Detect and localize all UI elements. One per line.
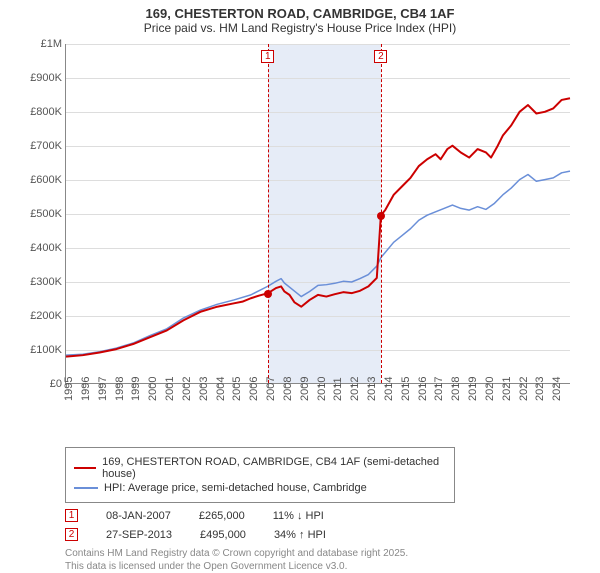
marker-price-2: £495,000 <box>200 529 246 541</box>
attribution-line-1: Contains HM Land Registry data © Crown c… <box>65 547 580 560</box>
x-tick-label: 2011 <box>332 377 344 401</box>
attribution-block: Contains HM Land Registry data © Crown c… <box>65 547 580 573</box>
x-tick-label: 1997 <box>97 377 109 401</box>
marker-row-2: 2 27-SEP-2013 £495,000 34% ↑ HPI <box>65 528 580 541</box>
x-tick-label: 2005 <box>231 377 243 401</box>
x-tick-label: 2000 <box>147 377 159 401</box>
x-tick-label: 2017 <box>433 377 445 401</box>
x-tick-label: 2009 <box>299 377 311 401</box>
x-tick-label: 1999 <box>130 377 142 401</box>
event-marker-badge: 1 <box>261 50 274 63</box>
legend-row-price-paid: 169, CHESTERTON ROAD, CAMBRIDGE, CB4 1AF… <box>74 456 446 480</box>
y-tick-label: £500K <box>20 208 62 220</box>
y-tick-label: £100K <box>20 344 62 356</box>
x-tick-label: 2004 <box>215 377 227 401</box>
chart-title-block: 169, CHESTERTON ROAD, CAMBRIDGE, CB4 1AF… <box>0 0 600 39</box>
x-tick-label: 2012 <box>349 377 361 401</box>
marker-delta-2: 34% ↑ HPI <box>274 529 326 541</box>
x-tick-label: 2022 <box>518 377 530 401</box>
x-tick-label: 2023 <box>534 377 546 401</box>
y-tick-label: £600K <box>20 174 62 186</box>
x-tick-label: 2019 <box>467 377 479 401</box>
y-tick-label: £800K <box>20 106 62 118</box>
x-tick-label: 2021 <box>501 377 513 401</box>
x-tick-label: 2002 <box>181 377 193 401</box>
y-tick-label: £0 <box>20 378 62 390</box>
line-series-svg <box>66 44 570 383</box>
x-tick-label: 2007 <box>265 377 277 401</box>
x-tick-label: 2013 <box>366 377 378 401</box>
attribution-line-2: This data is licensed under the Open Gov… <box>65 560 580 573</box>
x-tick-label: 2014 <box>383 377 395 401</box>
x-tick-label: 2024 <box>551 377 563 401</box>
x-tick-label: 2016 <box>417 377 429 401</box>
marker-delta-1: 11% ↓ HPI <box>273 510 324 522</box>
y-tick-label: £400K <box>20 242 62 254</box>
y-tick-label: £1M <box>20 38 62 50</box>
chart-container: £0 £100K £200K £300K £400K £500K £600K £700K £80… <box>20 39 580 419</box>
title-line-2: Price paid vs. HM Land Registry's House … <box>0 21 600 35</box>
markers-table: 1 08-JAN-2007 £265,000 11% ↓ HPI 2 27-SE… <box>65 509 580 541</box>
x-tick-label: 1998 <box>114 377 126 401</box>
x-tick-label: 2020 <box>484 377 496 401</box>
legend-swatch-price-paid <box>74 467 96 469</box>
x-tick-label: 2015 <box>400 377 412 401</box>
y-tick-label: £900K <box>20 72 62 84</box>
legend-label-price-paid: 169, CHESTERTON ROAD, CAMBRIDGE, CB4 1AF… <box>102 456 446 480</box>
legend-swatch-hpi <box>74 487 98 489</box>
legend-row-hpi: HPI: Average price, semi-detached house,… <box>74 482 446 494</box>
series-price_paid <box>66 98 570 356</box>
y-tick-label: £200K <box>20 310 62 322</box>
legend-label-hpi: HPI: Average price, semi-detached house,… <box>104 482 367 494</box>
event-marker-badge: 2 <box>374 50 387 63</box>
x-tick-label: 2003 <box>198 377 210 401</box>
plot-area: 12 1995199619971998199920002001200220032… <box>65 44 570 384</box>
title-line-1: 169, CHESTERTON ROAD, CAMBRIDGE, CB4 1AF <box>0 6 600 21</box>
x-tick-label: 2018 <box>450 377 462 401</box>
x-tick-label: 1996 <box>80 377 92 401</box>
y-tick-label: £300K <box>20 276 62 288</box>
x-tick-label: 2008 <box>282 377 294 401</box>
x-tick-label: 1995 <box>63 377 75 401</box>
marker-date-2: 27-SEP-2013 <box>106 529 172 541</box>
x-tick-label: 2001 <box>164 377 176 401</box>
marker-badge-1: 1 <box>65 509 78 522</box>
legend-box: 169, CHESTERTON ROAD, CAMBRIDGE, CB4 1AF… <box>65 447 455 503</box>
marker-row-1: 1 08-JAN-2007 £265,000 11% ↓ HPI <box>65 509 580 522</box>
x-tick-label: 2010 <box>316 377 328 401</box>
marker-price-1: £265,000 <box>199 510 245 522</box>
x-tick-label: 2006 <box>248 377 260 401</box>
series-hpi <box>66 171 570 355</box>
marker-date-1: 08-JAN-2007 <box>106 510 171 522</box>
marker-badge-2: 2 <box>65 528 78 541</box>
y-tick-label: £700K <box>20 140 62 152</box>
